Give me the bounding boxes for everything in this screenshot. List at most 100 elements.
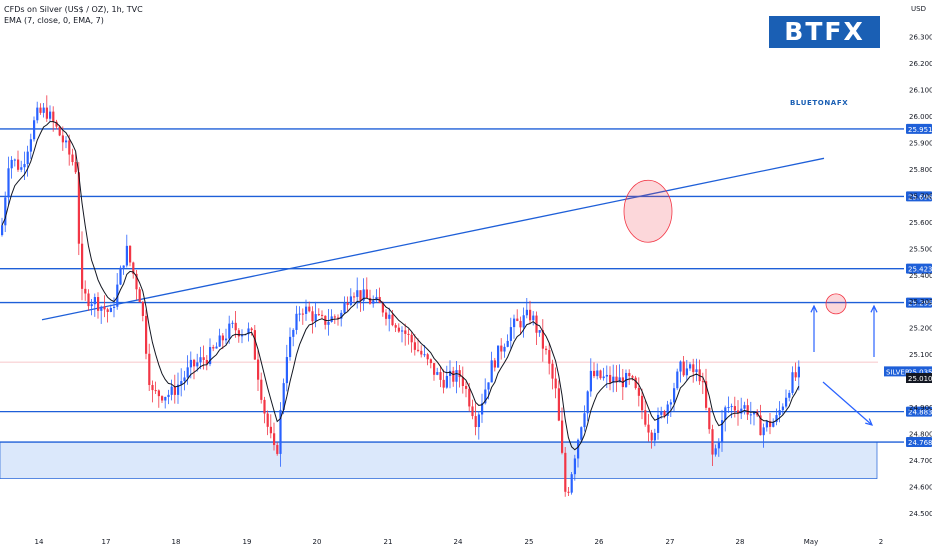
candle-body [561, 420, 564, 453]
candle-body [29, 139, 32, 152]
candle-body [426, 354, 429, 360]
candle-body [679, 361, 682, 372]
candle-body [660, 411, 663, 415]
symbol-tag: SILVER [886, 368, 910, 376]
candle-body [634, 377, 637, 389]
candle-body [791, 372, 794, 393]
candle-body [516, 318, 519, 321]
indicator-legend[interactable]: EMA (7, close, 0, EMA, 7) [4, 16, 104, 25]
candle-body [644, 410, 647, 425]
y-tick: 26.100 [909, 86, 932, 94]
candle-body [356, 290, 359, 297]
candle-body [61, 135, 64, 143]
candle-body [570, 474, 573, 493]
candle-body [221, 335, 224, 341]
candle-body [49, 111, 52, 119]
candle-body [7, 168, 10, 198]
x-tick: 17 [102, 538, 111, 546]
highlight-circle-large [623, 179, 673, 243]
candle-body [557, 388, 560, 421]
y-tick: 25.700 [909, 192, 932, 200]
last-price-bg [884, 366, 932, 377]
candle-body [577, 439, 580, 459]
candle-body [689, 364, 692, 369]
y-tick: 25.300 [909, 298, 932, 306]
x-tick: 25 [525, 538, 534, 546]
candle-body [119, 267, 122, 285]
candle-body [346, 302, 349, 305]
candle-body [599, 370, 602, 379]
level-label-bg-25.423 [906, 263, 932, 274]
candle-body [301, 313, 304, 315]
candle-body [100, 306, 103, 311]
candle-body [705, 381, 708, 408]
candle-body [682, 361, 685, 376]
candle-body [394, 325, 397, 328]
candle-body [237, 330, 240, 337]
candle-body [580, 427, 583, 440]
candle-body [317, 314, 320, 316]
trendline [41, 157, 825, 321]
candle-body [541, 330, 544, 349]
candle-body [183, 377, 186, 382]
candle-body [68, 140, 71, 155]
candle-body [276, 445, 279, 454]
candle-body [653, 432, 656, 441]
candle-body [353, 296, 356, 298]
candle-body [753, 411, 756, 415]
y-tick: 25.200 [909, 325, 932, 333]
x-tick: May [804, 538, 818, 546]
candle-body [228, 323, 231, 339]
candle-body [173, 386, 176, 395]
candle-body [247, 328, 250, 335]
support-zone [0, 441, 878, 479]
candle-body [340, 312, 343, 319]
time-axis: 14 17 18 19 20 21 24 25 26 27 28 May 2 [35, 538, 884, 546]
candle-body [161, 396, 164, 401]
candle-body [673, 388, 676, 403]
candle-body [730, 406, 733, 408]
candle-body [311, 311, 314, 322]
candle-body [193, 359, 196, 367]
candle-body [404, 330, 407, 334]
candle-body [433, 363, 436, 375]
candle-body [711, 429, 714, 455]
candle-body [106, 309, 109, 312]
candle-body [487, 382, 490, 390]
highlight-circle-small [825, 293, 847, 315]
candle-body [778, 410, 781, 416]
candle-body [116, 284, 119, 307]
x-tick: 19 [243, 538, 252, 546]
candle-body [490, 360, 493, 383]
horizontal-levels [0, 128, 904, 443]
y-tick: 24.500 [909, 510, 932, 518]
candle-body [148, 353, 151, 386]
candle-body [500, 345, 503, 352]
arrow-down-head [865, 418, 874, 426]
x-tick: 2 [879, 538, 883, 546]
candle-body [122, 265, 125, 268]
candle-body [17, 159, 20, 170]
candle-body [343, 302, 346, 313]
candle-body [97, 297, 100, 311]
candle-body [628, 372, 631, 377]
candle-body [36, 107, 39, 121]
candle-body [109, 308, 112, 312]
candle-body [692, 364, 695, 373]
arrow-down [822, 381, 873, 426]
candle-body [567, 491, 570, 493]
x-tick: 21 [384, 538, 393, 546]
candle-body [141, 302, 144, 316]
x-tick: 24 [454, 538, 463, 546]
candle-body [775, 415, 778, 423]
y-tick: 26.000 [909, 113, 932, 121]
candle-body [657, 414, 660, 433]
candle-body [439, 372, 442, 380]
candle-body [93, 297, 96, 305]
candle-body [717, 442, 720, 449]
candle-body [253, 330, 256, 360]
candle-body [529, 309, 532, 321]
candle-body [55, 121, 58, 127]
bluetonafx-watermark: BLUETONAFX [790, 99, 849, 107]
